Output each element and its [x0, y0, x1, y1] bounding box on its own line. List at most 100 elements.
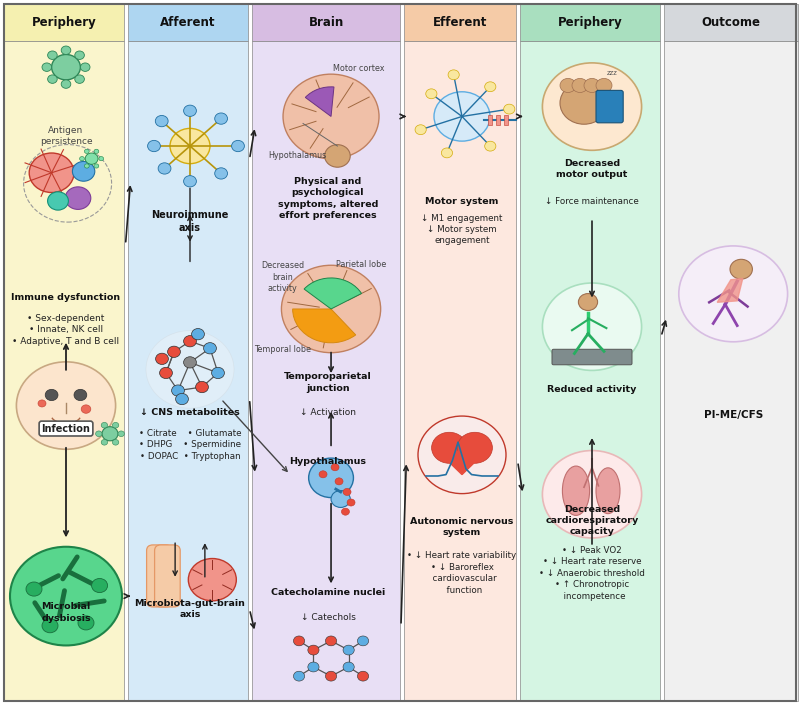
- Circle shape: [61, 80, 70, 88]
- Circle shape: [678, 246, 787, 342]
- Circle shape: [91, 579, 107, 593]
- Text: ↓ M1 engagement
↓ Motor system
engagement: ↓ M1 engagement ↓ Motor system engagemen…: [422, 214, 502, 245]
- Text: Temporoparietal
junction: Temporoparietal junction: [284, 372, 372, 393]
- Circle shape: [415, 125, 426, 135]
- Circle shape: [74, 51, 84, 59]
- Circle shape: [358, 636, 369, 646]
- Circle shape: [335, 478, 343, 485]
- Circle shape: [211, 367, 224, 379]
- Text: Motor system: Motor system: [426, 197, 498, 207]
- Circle shape: [171, 385, 184, 396]
- FancyBboxPatch shape: [504, 115, 509, 125]
- Text: • ↓ Peak VO2
• ↓ Heart rate reserve
• ↓ Anaerobic threshold
• ↑ Chronotropic
  i: • ↓ Peak VO2 • ↓ Heart rate reserve • ↓ …: [539, 546, 645, 601]
- Text: Antigen
persistence: Antigen persistence: [40, 126, 92, 147]
- Text: Temporal lobe: Temporal lobe: [254, 345, 311, 354]
- Circle shape: [232, 140, 245, 152]
- Circle shape: [74, 389, 87, 400]
- Circle shape: [99, 157, 104, 161]
- FancyBboxPatch shape: [520, 4, 660, 41]
- Text: Catecholamine nuclei: Catecholamine nuclei: [271, 588, 385, 597]
- FancyBboxPatch shape: [404, 41, 516, 701]
- Circle shape: [448, 70, 459, 80]
- Circle shape: [16, 362, 115, 449]
- Circle shape: [168, 346, 181, 357]
- Circle shape: [192, 329, 205, 340]
- FancyBboxPatch shape: [404, 4, 516, 41]
- Circle shape: [309, 458, 354, 498]
- Polygon shape: [438, 451, 486, 474]
- Circle shape: [45, 389, 58, 400]
- FancyBboxPatch shape: [664, 41, 798, 701]
- FancyBboxPatch shape: [4, 41, 124, 701]
- Circle shape: [48, 75, 58, 83]
- Circle shape: [26, 582, 42, 596]
- Text: ↓ Activation: ↓ Activation: [300, 407, 356, 417]
- Circle shape: [283, 74, 379, 159]
- Circle shape: [560, 82, 608, 124]
- Circle shape: [504, 104, 515, 114]
- Circle shape: [308, 645, 319, 655]
- Circle shape: [61, 46, 70, 54]
- Circle shape: [184, 105, 197, 116]
- Text: Hypothalamus: Hypothalamus: [269, 152, 326, 160]
- Circle shape: [542, 283, 642, 370]
- Circle shape: [80, 63, 90, 71]
- Circle shape: [596, 78, 612, 92]
- Circle shape: [343, 489, 351, 496]
- Text: Decreased
motor output: Decreased motor output: [556, 159, 628, 179]
- Circle shape: [94, 149, 99, 154]
- Circle shape: [155, 116, 168, 127]
- Text: Decreased
cardiorespiratory
capacity: Decreased cardiorespiratory capacity: [546, 505, 638, 537]
- Circle shape: [147, 140, 160, 152]
- Text: Autonomic nervous
system: Autonomic nervous system: [410, 517, 514, 537]
- Circle shape: [426, 89, 437, 99]
- Text: Infection: Infection: [42, 424, 90, 434]
- Circle shape: [432, 432, 467, 463]
- Text: ↓ Force maintenance: ↓ Force maintenance: [545, 197, 639, 207]
- Text: Afferent: Afferent: [160, 16, 216, 29]
- Circle shape: [184, 336, 197, 347]
- Circle shape: [294, 671, 305, 681]
- FancyBboxPatch shape: [128, 41, 248, 701]
- Circle shape: [584, 78, 600, 92]
- Text: • ↓ Heart rate variability
• ↓ Baroreflex
  cardiovascular
  function: • ↓ Heart rate variability • ↓ Barorefle…: [407, 551, 517, 595]
- Circle shape: [78, 616, 94, 630]
- Circle shape: [485, 141, 496, 151]
- FancyBboxPatch shape: [596, 90, 623, 123]
- Circle shape: [331, 464, 339, 471]
- Polygon shape: [717, 278, 742, 302]
- Circle shape: [82, 405, 91, 413]
- FancyBboxPatch shape: [154, 545, 180, 607]
- Circle shape: [342, 508, 350, 515]
- Text: • Citrate    • Glutamate
• DHPG    • Spermidine
• DOPAC  • Tryptophan: • Citrate • Glutamate • DHPG • Spermidin…: [138, 429, 242, 461]
- Circle shape: [96, 431, 102, 436]
- Text: Decreased
brain
activity: Decreased brain activity: [261, 262, 304, 293]
- FancyBboxPatch shape: [146, 545, 172, 607]
- Circle shape: [102, 427, 118, 441]
- Circle shape: [101, 422, 108, 428]
- Circle shape: [158, 163, 171, 174]
- Circle shape: [418, 416, 506, 494]
- Circle shape: [85, 164, 90, 168]
- FancyBboxPatch shape: [252, 41, 400, 701]
- Circle shape: [51, 54, 80, 80]
- Text: Hypothalamus: Hypothalamus: [290, 457, 366, 466]
- Circle shape: [331, 491, 350, 508]
- Circle shape: [347, 499, 355, 506]
- Circle shape: [358, 671, 369, 681]
- Text: Reduced activity: Reduced activity: [547, 385, 637, 393]
- Circle shape: [184, 176, 197, 187]
- Circle shape: [66, 187, 91, 209]
- Text: Brain: Brain: [308, 16, 344, 29]
- Text: Neuroimmune
axis: Neuroimmune axis: [151, 210, 229, 233]
- Ellipse shape: [562, 466, 590, 515]
- FancyBboxPatch shape: [552, 349, 632, 364]
- Wedge shape: [293, 309, 356, 343]
- Circle shape: [112, 439, 119, 445]
- Text: PI-ME/CFS: PI-ME/CFS: [703, 410, 763, 420]
- FancyBboxPatch shape: [520, 41, 660, 701]
- Circle shape: [73, 161, 95, 181]
- Circle shape: [458, 432, 493, 463]
- Wedge shape: [306, 87, 334, 116]
- Text: Periphery: Periphery: [32, 16, 96, 29]
